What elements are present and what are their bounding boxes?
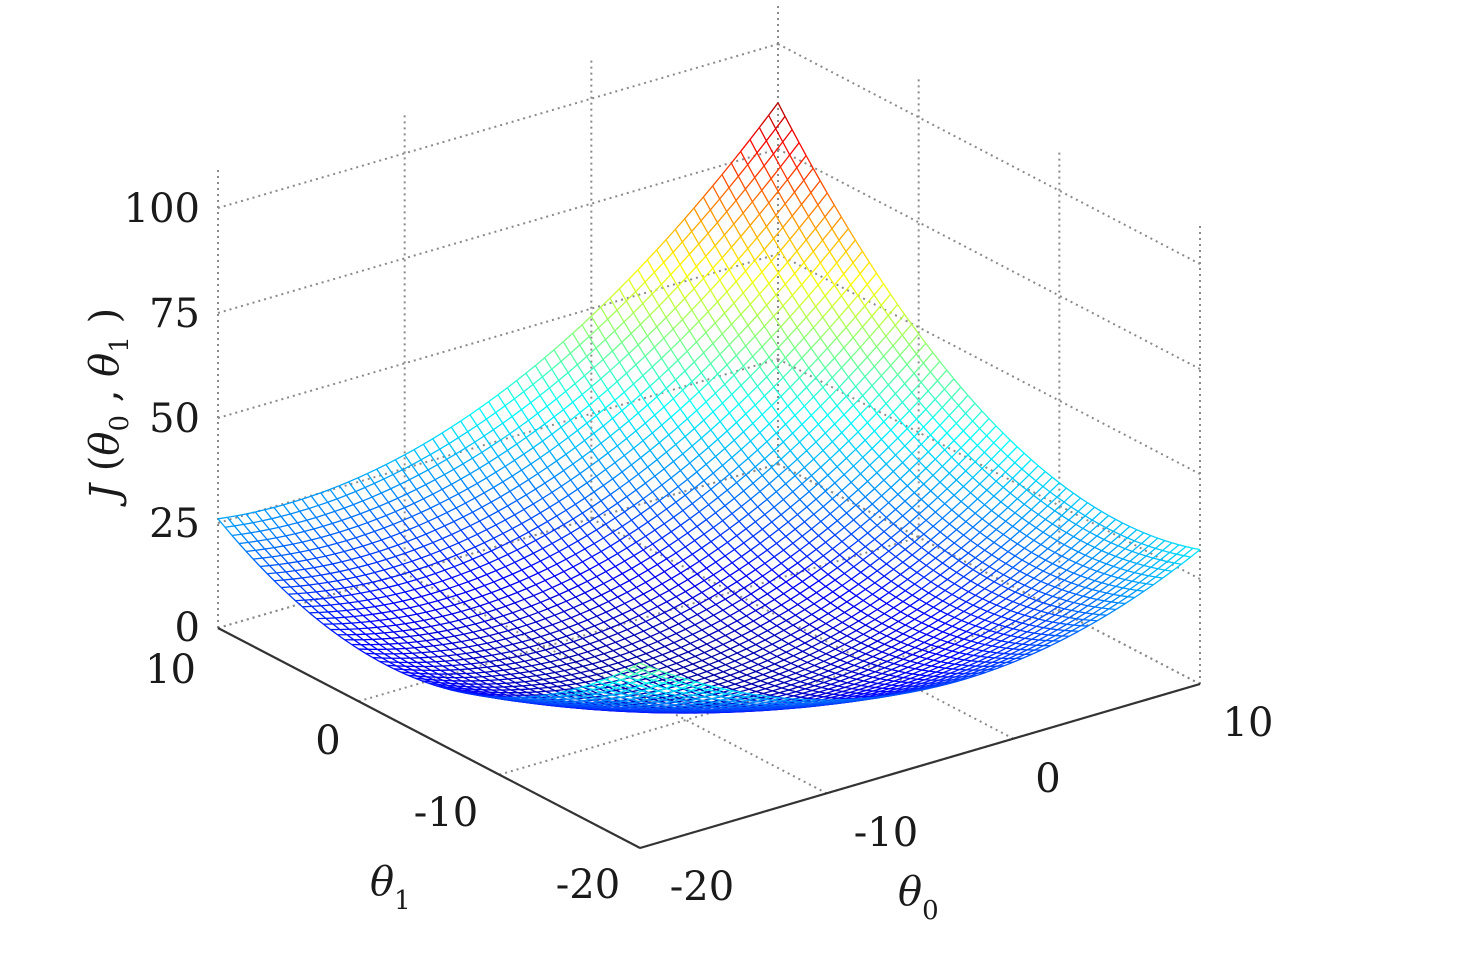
theta0-tick-neg10: -10: [854, 810, 918, 856]
grid-lines: [217, 2, 1201, 849]
theta0-axis-ticks: -20 -10 0 10: [670, 700, 1274, 910]
theta1-tick-0: 0: [315, 718, 340, 764]
theta1-tick-neg10: -10: [414, 790, 478, 836]
theta1-axis-ticks: 10 0 -10 -20: [145, 647, 620, 908]
z-tick-0: 0: [175, 605, 200, 651]
z-tick-50: 50: [149, 396, 200, 442]
theta0-tick-0: 0: [1035, 756, 1060, 802]
z-axis-title: J (θ0 , θ1 ): [82, 308, 135, 507]
theta0-tick-10: 10: [1223, 700, 1274, 746]
theta1-tick-neg20: -20: [556, 862, 620, 908]
theta0-tick-neg20: -20: [670, 864, 734, 910]
theta1-axis-title: θ1: [370, 859, 411, 916]
z-tick-25: 25: [149, 501, 200, 547]
theta0-axis-title: θ0: [898, 869, 939, 926]
theta1-tick-10: 10: [145, 647, 196, 693]
z-tick-100: 100: [124, 186, 200, 232]
cost-surface-mesh: [217, 102, 1201, 714]
z-tick-75: 75: [149, 291, 200, 337]
axes: [217, 627, 1201, 850]
z-axis-ticks: 100 75 50 25 0: [124, 186, 200, 651]
